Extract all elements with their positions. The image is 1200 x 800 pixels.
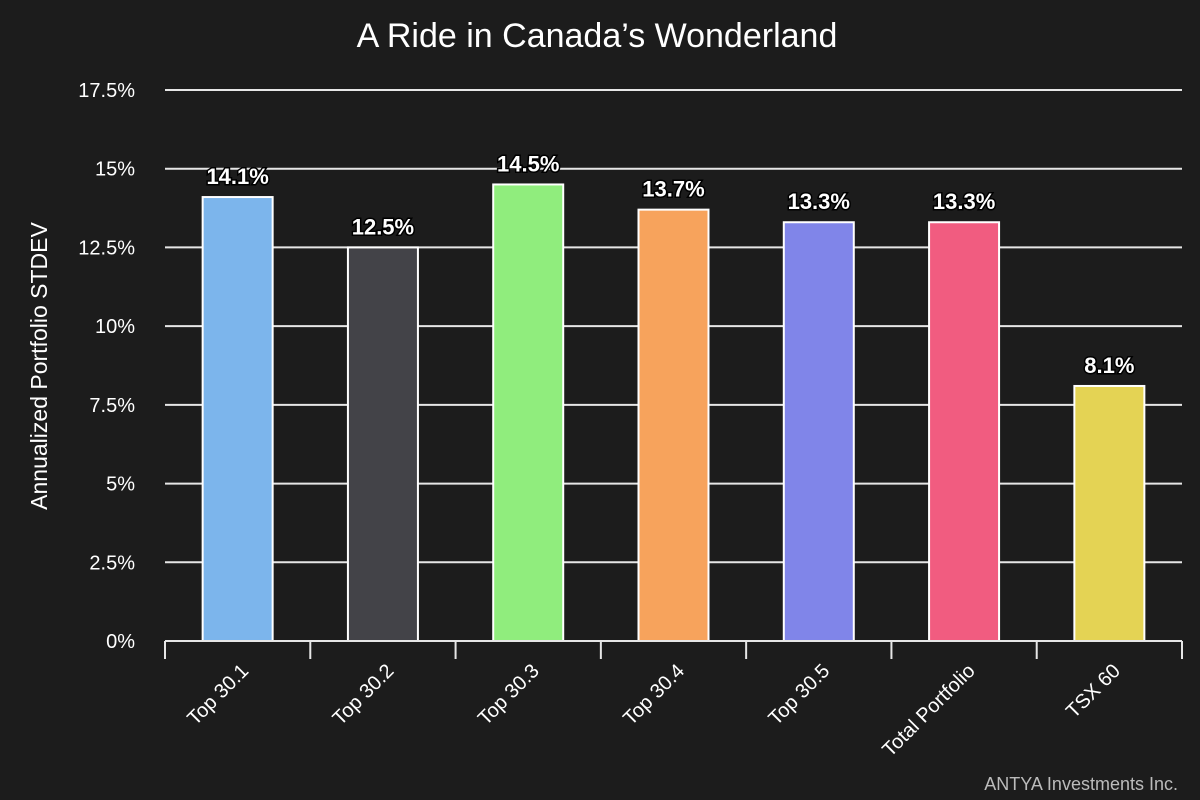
x-tick-label: Top 30.3 bbox=[474, 660, 544, 730]
bar-6 bbox=[928, 221, 1001, 643]
y-tick-label: 0% bbox=[106, 631, 135, 653]
bar-5 bbox=[782, 221, 855, 643]
bar-4 bbox=[637, 208, 710, 642]
y-tick-label: 2.5% bbox=[89, 552, 135, 574]
y-tick-label: 15% bbox=[95, 159, 135, 181]
data-label: 12.5% bbox=[352, 214, 414, 239]
y-tick-label: 17.5% bbox=[78, 80, 135, 102]
x-tick-label: Top 30.1 bbox=[183, 660, 253, 730]
x-tick-label: Top 30.5 bbox=[765, 660, 835, 730]
x-tick-label: Top 30.2 bbox=[329, 660, 399, 730]
data-labels: 14.1% 12.5% 14.5% 13.7% 13.3% 13.3% 8.1% bbox=[205, 150, 1136, 380]
x-tick-label: Total Portfolio bbox=[878, 660, 979, 761]
x-tick-label: Top 30.4 bbox=[619, 660, 689, 730]
y-axis-ticks: 0% 2.5% 5% 7.5% 10% 12.5% 15% 17.5% bbox=[78, 80, 135, 653]
data-label: 13.3% bbox=[933, 189, 995, 214]
x-tick-label: TSX 60 bbox=[1062, 660, 1125, 723]
y-axis-label: Annualized Portfolio STDEV bbox=[26, 222, 52, 510]
y-tick-label: 7.5% bbox=[89, 395, 135, 417]
chart-credit: ANTYA Investments Inc. bbox=[984, 774, 1178, 794]
data-label: 14.1% bbox=[206, 164, 268, 189]
chart-title: A Ride in Canada’s Wonderland bbox=[357, 17, 838, 55]
x-axis: Top 30.1 Top 30.2 Top 30.3 Top 30.4 Top 30.5… bbox=[164, 640, 1183, 761]
y-tick-label: 5% bbox=[106, 474, 135, 496]
bar-2 bbox=[346, 246, 419, 643]
y-tick-label: 12.5% bbox=[78, 237, 135, 259]
bar-7 bbox=[1073, 384, 1146, 643]
data-label: 13.7% bbox=[642, 177, 704, 202]
bars bbox=[201, 183, 1146, 643]
data-label: 13.3% bbox=[788, 189, 850, 214]
data-label: 14.5% bbox=[497, 151, 559, 176]
data-label: 8.1% bbox=[1084, 353, 1134, 378]
bar-1 bbox=[201, 196, 274, 642]
y-tick-label: 10% bbox=[95, 316, 135, 338]
bar-3 bbox=[492, 183, 565, 642]
